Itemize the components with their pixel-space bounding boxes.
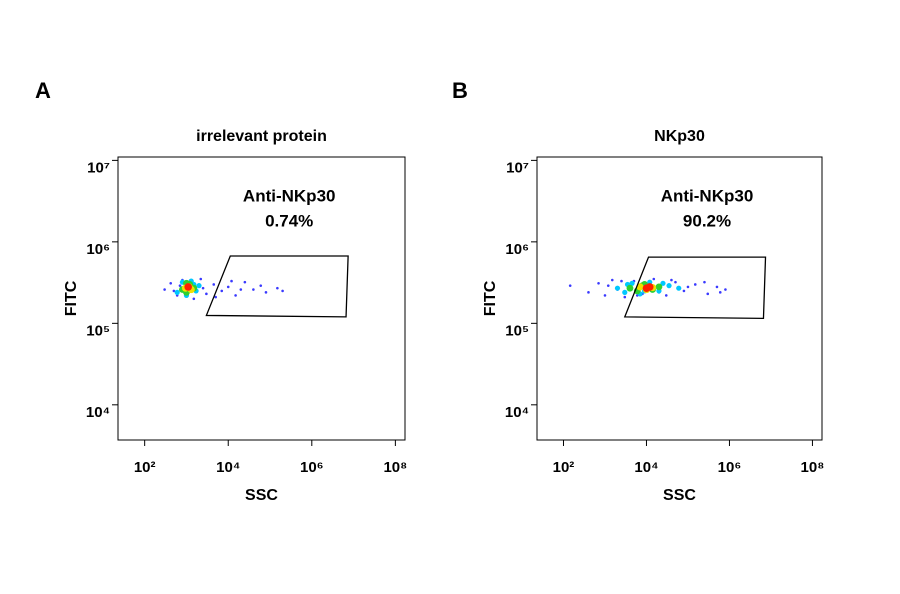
event-dot [718,291,722,294]
event-dot [703,280,706,284]
event-dot [674,280,677,284]
event-dot [693,283,697,286]
event-dot [610,278,614,282]
event-dot [686,285,690,289]
gate-name: Anti-NKp30 [243,186,336,205]
event-dot [226,285,230,289]
x-tick-label: 10⁴ [216,459,240,476]
event-dot [234,294,237,297]
event-dot [172,289,176,293]
event-dot [184,283,192,291]
gate [623,256,767,320]
y-axis-label: FITC [482,280,499,316]
event-dot [259,284,263,287]
gate-percent: 0.74% [265,211,313,230]
y-tick-label: 10⁶ [86,241,110,258]
event-dot [220,289,224,293]
event-dot [163,288,166,291]
event-dot [169,281,173,285]
event-dot [645,283,654,291]
event-dot [724,288,727,291]
panel-letter: B [452,78,468,103]
x-tick-label: 10² [134,459,156,476]
event-dot [620,279,623,283]
event-dot [174,289,180,295]
x-tick-label: 10⁴ [634,459,658,476]
event-dot [212,283,216,286]
chart-title: irrelevant protein [196,128,327,145]
event-dot [614,285,621,291]
x-tick-label: 10² [553,459,575,476]
event-dot [664,294,668,297]
event-dot [706,292,710,296]
event-dot [666,283,672,289]
gate-name: Anti-NKp30 [661,186,754,205]
event-dot [622,289,628,295]
event-dot [281,289,284,293]
event-dot [629,280,635,286]
event-dot [276,286,279,290]
event-dot [715,285,719,289]
event-dot [178,284,182,287]
event-dot [192,297,196,301]
panel-letter: A [35,78,51,103]
y-tick-label: 10⁵ [505,322,529,339]
event-dot [652,277,656,281]
event-dot [239,288,243,291]
event-dot [199,277,203,281]
plot-frame [536,156,823,441]
event-dot [626,284,634,292]
event-dot [205,292,208,296]
event-dot [682,289,686,293]
event-dot [243,280,247,284]
x-axis-label: SSC [663,487,696,504]
event-dot [264,291,268,294]
x-tick-label: 10⁶ [718,459,742,476]
panel: B NKp30 SSC FITC 10² 10⁴ 10⁶ 10⁸ 10⁴ 10⁵ 10⁶ 10⁷ Ant… [452,78,824,504]
event-dot [670,278,673,282]
x-tick-label: 10⁶ [300,459,324,476]
chart-title: NKp30 [654,128,705,145]
event-dot [655,283,663,291]
event-dot [252,288,255,291]
event-dot [606,284,610,287]
event-dot [660,280,666,286]
y-tick-label: 10⁶ [505,241,529,258]
gate-percent: 90.2% [683,211,731,230]
y-tick-label: 10⁴ [505,404,529,421]
event-dot [603,294,607,297]
y-tick-label: 10⁵ [86,322,110,339]
event-dot [636,283,644,291]
event-dot [230,279,233,283]
y-tick-label: 10⁴ [86,404,110,421]
gate [205,255,349,318]
x-tick-label: 10⁸ [801,459,825,476]
event-dot [597,281,600,285]
event-dot [676,285,682,291]
y-tick-label: 10⁷ [506,159,529,176]
y-axis-label: FITC [63,280,80,316]
x-axis-label: SSC [245,487,278,504]
y-tick-label: 10⁷ [87,159,110,176]
event-dot [201,286,205,290]
plot-frame [117,156,406,441]
event-dot [196,283,202,289]
event-dot [214,295,217,299]
event-dot [587,291,590,294]
x-tick-label: 10⁸ [383,459,407,476]
event-dot [568,284,572,287]
event-dot [623,295,627,299]
